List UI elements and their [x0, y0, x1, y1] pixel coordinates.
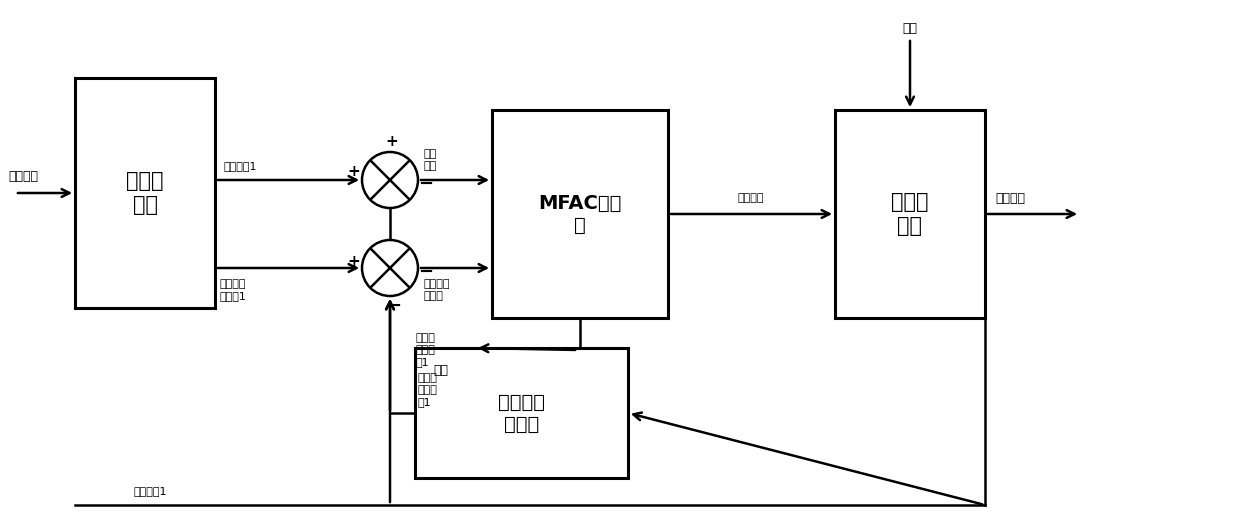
Bar: [415, 348, 627, 478]
Bar: [492, 110, 668, 318]
Text: 扩张状态
观测器: 扩张状态 观测器: [498, 393, 546, 434]
Text: 期望航向: 期望航向: [7, 171, 38, 184]
Bar: [835, 110, 985, 318]
Text: 期望航向
的微分1: 期望航向 的微分1: [219, 279, 247, 301]
Text: +: +: [347, 255, 361, 269]
Circle shape: [362, 152, 418, 208]
Text: 微分跟
踪器: 微分跟 踪器: [126, 171, 164, 215]
Text: +: +: [347, 164, 361, 180]
Bar: [74, 78, 215, 308]
Text: −: −: [387, 297, 402, 315]
Text: 当前航向: 当前航向: [994, 192, 1025, 205]
Text: MFAC控制
器: MFAC控制 器: [538, 194, 621, 235]
Text: 水下航
行器: 水下航 行器: [892, 192, 929, 236]
Text: −: −: [418, 175, 434, 193]
Text: 当前航
向的微
分1: 当前航 向的微 分1: [415, 333, 435, 366]
Circle shape: [362, 240, 418, 296]
Text: +: +: [386, 134, 398, 150]
Text: 输出舵角: 输出舵角: [738, 193, 764, 203]
Text: 航向误差
变化率: 航向误差 变化率: [424, 279, 450, 301]
Text: 干扰: 干扰: [903, 22, 918, 35]
Text: 当前航向1: 当前航向1: [133, 486, 166, 496]
Text: −: −: [418, 263, 434, 281]
Text: 期望航向1: 期望航向1: [223, 161, 257, 171]
Text: 当前航
向的微
分1: 当前航 向的微 分1: [418, 373, 438, 406]
Text: 干扰: 干扰: [433, 363, 448, 376]
Text: 航向
误差: 航向 误差: [424, 149, 438, 171]
